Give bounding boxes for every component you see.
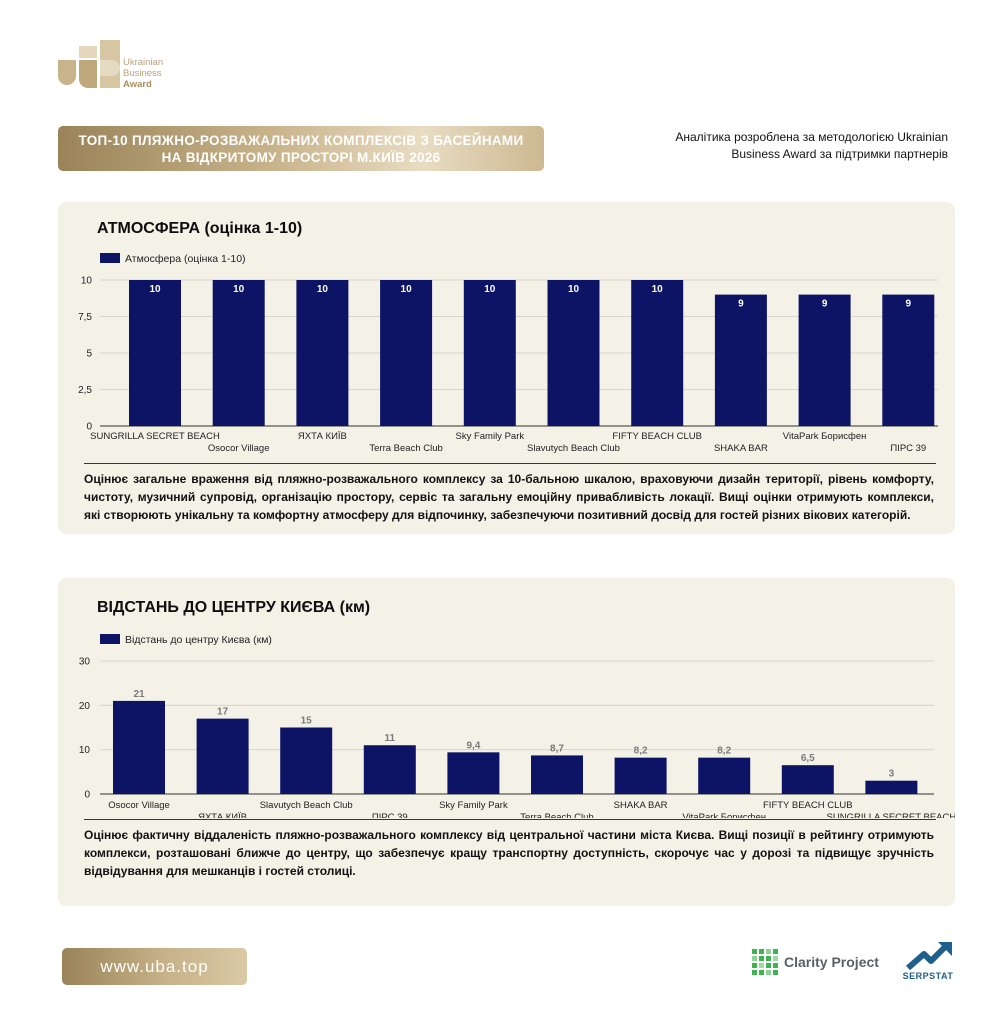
bar-value-label: 10 xyxy=(401,284,413,295)
bar xyxy=(865,780,918,794)
distance-bar-chart: Відстань до центру Києва (км) 0 10 20 30 21 Os… xyxy=(79,634,955,818)
x-category-label: Slavutych Beach Club xyxy=(527,443,620,454)
x-category-label: ПІРС 39 xyxy=(890,443,926,454)
atmosphere-bar-chart: Атмосфера (оцінка 1-10) 0 2,5 5 7,5 10 10 SUNGR… xyxy=(78,253,938,454)
bar xyxy=(547,280,600,426)
divider-line xyxy=(84,463,936,464)
bar-value-label: 15 xyxy=(301,716,313,727)
x-category-label: SUNGRILLA SECRET BEACH xyxy=(90,431,220,442)
bar-value-label: 9,4 xyxy=(466,740,480,751)
serpstat-logo: SERPSTAT xyxy=(900,940,956,982)
bar-value-label: 9 xyxy=(822,299,828,310)
y-tick-label: 5 xyxy=(86,349,92,360)
bar-value-label: 10 xyxy=(652,284,664,295)
distance-chart-card: Відстань до центру Києва (км) 0 10 20 30 21 Os… xyxy=(58,578,955,906)
methodology-note: Аналітика розроблена за методологією Ukr… xyxy=(675,130,948,161)
bar xyxy=(631,280,684,426)
legend-label: Відстань до центру Києва (км) xyxy=(125,634,272,646)
logo-text: Ukrainian Business Award xyxy=(123,57,163,90)
chart-description: Оцінює фактичну віддаленість пляжно-розв… xyxy=(84,828,934,878)
clarity-grid-icon xyxy=(752,949,778,975)
y-tick-label: 10 xyxy=(81,276,93,287)
x-category-label: FIFTY BEACH CLUB xyxy=(763,800,853,811)
bar xyxy=(363,745,416,794)
bar-value-label: 8,2 xyxy=(634,746,648,757)
logo-text-line3: Award xyxy=(123,79,152,90)
bar xyxy=(798,294,851,426)
y-tick-label: 2,5 xyxy=(78,385,92,396)
x-category-label: ПІРС 39 xyxy=(372,812,408,818)
x-category-label: VitaPark Борисфен xyxy=(783,431,867,442)
bar-value-label: 3 xyxy=(889,769,895,780)
report-title: ТОП-10 ПЛЯЖНО-РОЗВАЖАЛЬНИХ КОМПЛЕКСІВ З … xyxy=(78,132,524,165)
serpstat-arrow-icon xyxy=(906,942,952,971)
bar xyxy=(714,294,767,426)
x-category-label: Terra Beach Club xyxy=(369,443,442,454)
bar-value-label: 10 xyxy=(149,284,161,295)
bar xyxy=(113,700,165,794)
chart-title: ВІДСТАНЬ ДО ЦЕНТРУ КИЄВА (км) xyxy=(97,599,371,616)
chart-title: АТМОСФЕРА (оцінка 1-10) xyxy=(97,220,303,237)
x-category-label: VitaPark Борисфен xyxy=(682,812,766,818)
x-category-label: ЯХТА КИЇВ xyxy=(198,812,247,818)
bar-value-label: 21 xyxy=(133,689,145,700)
bar-value-label: 11 xyxy=(385,733,396,744)
bar xyxy=(531,755,583,794)
bar-value-label: 10 xyxy=(233,284,245,295)
x-category-label: SUNGRILLA SECRET BEACH xyxy=(827,812,955,818)
y-tick-label: 7,5 xyxy=(78,312,92,323)
y-tick-label: 10 xyxy=(79,745,91,756)
uba-logo-mark-icon xyxy=(58,40,120,88)
y-tick-label: 0 xyxy=(84,790,90,801)
x-category-label: SHAKA BAR xyxy=(714,443,768,454)
bar xyxy=(212,280,265,426)
bar-value-label: 6,5 xyxy=(801,753,815,764)
x-category-label: Osocor Village xyxy=(108,800,170,811)
bar xyxy=(296,280,349,426)
bar xyxy=(463,280,516,426)
bar xyxy=(380,280,433,426)
bar-value-label: 8,7 xyxy=(550,743,564,754)
x-category-label: Sky Family Park xyxy=(439,800,508,811)
legend-swatch xyxy=(100,634,120,644)
y-tick-label: 30 xyxy=(79,657,91,668)
bar xyxy=(129,280,181,426)
bar-value-label: 9 xyxy=(738,299,744,310)
x-category-label: Terra Beach Club xyxy=(520,812,593,818)
bar-value-label: 17 xyxy=(217,707,229,718)
bar-value-label: 10 xyxy=(484,284,496,295)
bar xyxy=(447,752,500,794)
bar-value-label: 8,2 xyxy=(717,746,731,757)
bar-value-label: 10 xyxy=(568,284,580,295)
x-category-label: Slavutych Beach Club xyxy=(260,800,353,811)
chart-description: Оцінює загальне враження від пляжно-розв… xyxy=(84,472,934,522)
legend-label: Атмосфера (оцінка 1-10) xyxy=(125,253,246,265)
bar-value-label: 10 xyxy=(317,284,329,295)
x-category-label: Osocor Village xyxy=(208,443,270,454)
bar xyxy=(882,294,935,426)
x-category-label: FIFTY BEACH CLUB xyxy=(612,431,702,442)
legend-swatch xyxy=(100,253,120,263)
clarity-project-label: Clarity Project xyxy=(784,954,879,970)
atmosphere-chart-card: Атмосфера (оцінка 1-10) 0 2,5 5 7,5 10 10 SUNGR… xyxy=(58,202,955,534)
logo-text-line2: Business xyxy=(123,68,162,79)
bar xyxy=(614,757,667,794)
divider-line xyxy=(84,819,936,820)
y-tick-label: 0 xyxy=(86,422,92,433)
y-tick-label: 20 xyxy=(79,701,91,712)
bar xyxy=(781,765,834,794)
report-title-banner: ТОП-10 ПЛЯЖНО-РОЗВАЖАЛЬНИХ КОМПЛЕКСІВ З … xyxy=(58,126,544,171)
ukrainian-business-award-logo: Ukrainian Business Award xyxy=(57,36,187,92)
serpstat-label: SERPSTAT xyxy=(902,971,954,981)
x-category-label: SHAKA BAR xyxy=(614,800,668,811)
logo-text-line1: Ukrainian xyxy=(123,57,164,68)
bar-value-label: 9 xyxy=(906,299,912,310)
website-link[interactable]: www.uba.top xyxy=(62,948,247,985)
clarity-project-logo: Clarity Project xyxy=(752,949,879,975)
bar xyxy=(698,757,751,794)
bar xyxy=(280,727,333,794)
bar xyxy=(196,718,249,794)
x-category-label: Sky Family Park xyxy=(455,431,524,442)
x-category-label: ЯХТА КИЇВ xyxy=(298,431,347,442)
